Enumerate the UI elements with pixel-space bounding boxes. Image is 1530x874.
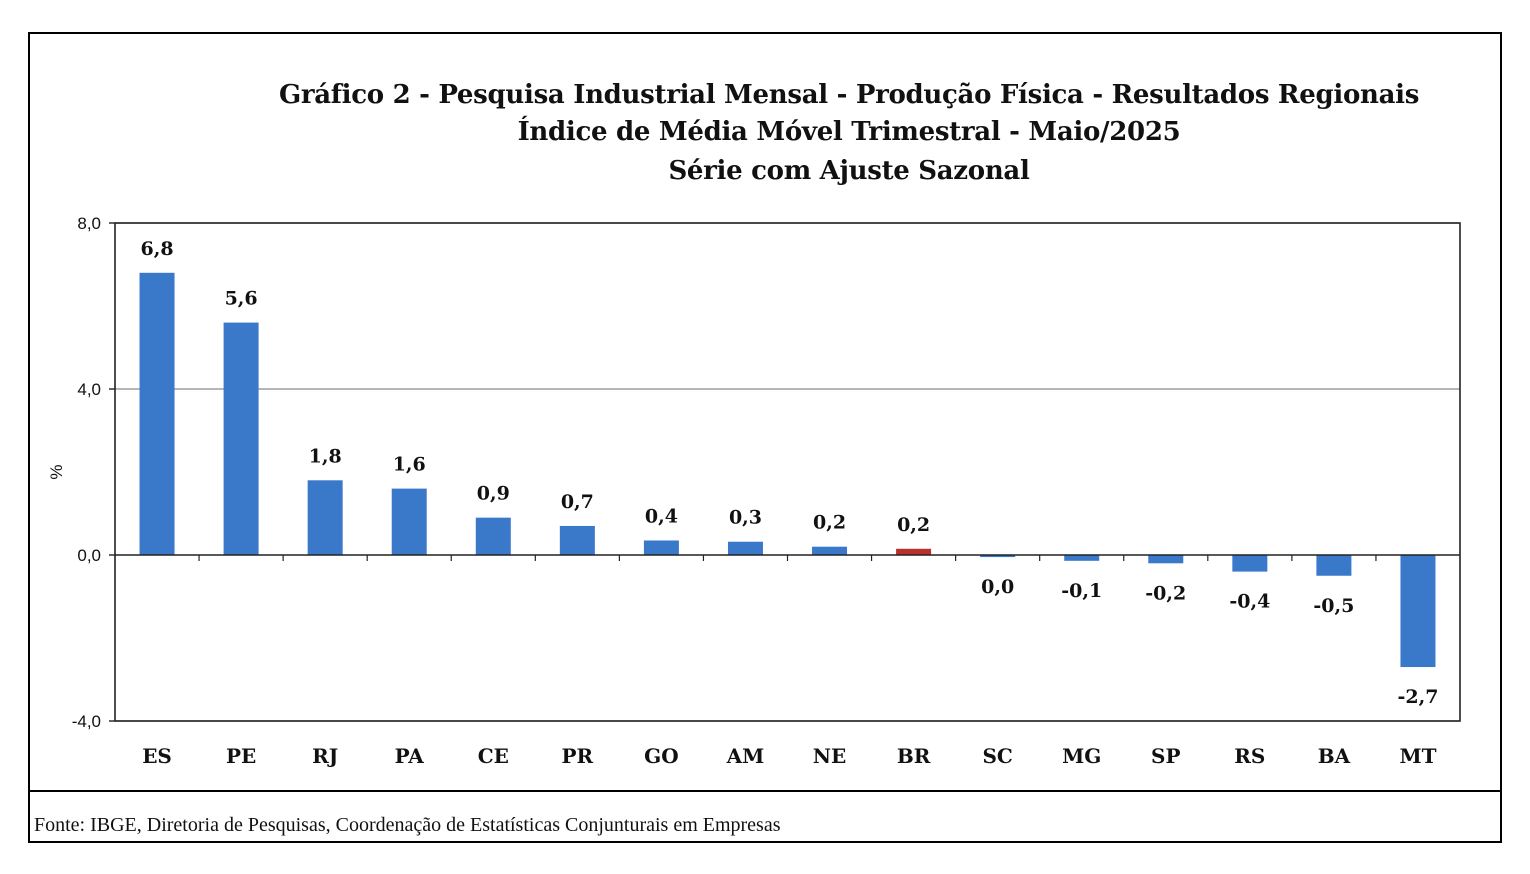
data-label: 5,6 xyxy=(225,288,258,310)
data-label: -0,2 xyxy=(1145,582,1186,604)
source-note: Fonte: IBGE, Diretoria de Pesquisas, Coo… xyxy=(34,814,781,836)
chart-frame xyxy=(28,32,1502,843)
bar-ce xyxy=(475,517,511,555)
data-label: 0,7 xyxy=(561,491,594,513)
bar-ne xyxy=(812,546,848,555)
chart-subtitle-2: Série com Ajuste Sazonal xyxy=(668,156,1030,186)
plot-area xyxy=(114,222,1461,722)
x-tick-label: SP xyxy=(1151,744,1180,768)
bar-pe xyxy=(223,322,259,555)
bar-mt xyxy=(1400,555,1436,668)
x-tick-label: AM xyxy=(726,744,765,768)
data-label: -0,5 xyxy=(1313,595,1354,617)
y-tick-label: 4,0 xyxy=(77,380,101,399)
data-label: 1,6 xyxy=(393,454,426,476)
chart-subtitle-1: Índice de Média Móvel Trimestral - Maio/… xyxy=(517,117,1181,147)
y-tick-label: 8,0 xyxy=(77,214,101,233)
source-divider xyxy=(28,790,1502,792)
data-label: 1,8 xyxy=(309,445,342,467)
x-tick-label: BR xyxy=(897,744,931,768)
chart-title: Gráfico 2 - Pesquisa Industrial Mensal -… xyxy=(278,80,1420,110)
bar-sp xyxy=(1148,555,1184,564)
x-tick-label: GO xyxy=(644,744,679,768)
bar-mg xyxy=(1064,555,1100,561)
x-tick-label: MT xyxy=(1399,744,1436,768)
bar-rj xyxy=(307,480,343,555)
bar-pr xyxy=(559,525,595,555)
bar-br xyxy=(896,548,932,555)
x-tick-label: PA xyxy=(395,744,425,768)
data-label: 0,3 xyxy=(729,507,762,529)
data-label: -0,4 xyxy=(1229,591,1270,613)
bar-sc xyxy=(980,555,1016,558)
data-label: 6,8 xyxy=(141,238,174,260)
bar-ba xyxy=(1316,555,1352,576)
bar-es xyxy=(139,272,175,555)
data-label: -2,7 xyxy=(1397,686,1438,708)
data-label: 0,2 xyxy=(813,512,846,534)
data-label: 0,4 xyxy=(645,505,678,527)
x-tick-label: MG xyxy=(1062,744,1101,768)
x-tick-label: NE xyxy=(813,744,847,768)
x-tick-label: PR xyxy=(562,744,594,768)
bar-go xyxy=(643,540,679,555)
x-tick-label: RS xyxy=(1234,744,1265,768)
data-label: 0,2 xyxy=(897,514,930,536)
bar-pa xyxy=(391,488,427,555)
y-tick-label: 0,0 xyxy=(77,546,101,565)
x-tick-label: ES xyxy=(142,744,172,768)
x-tick-label: PE xyxy=(226,744,256,768)
data-label: -0,1 xyxy=(1061,580,1102,602)
y-axis-label: % xyxy=(47,464,66,479)
data-label: 0,0 xyxy=(981,576,1014,598)
x-tick-label: SC xyxy=(982,744,1012,768)
y-tick-label: -4,0 xyxy=(72,712,101,731)
bar-rs xyxy=(1232,555,1268,572)
x-tick-label: CE xyxy=(478,744,509,768)
data-label: 0,9 xyxy=(477,483,510,505)
bar-am xyxy=(727,541,763,555)
x-tick-label: RJ xyxy=(312,744,338,768)
x-tick-label: BA xyxy=(1318,744,1351,768)
